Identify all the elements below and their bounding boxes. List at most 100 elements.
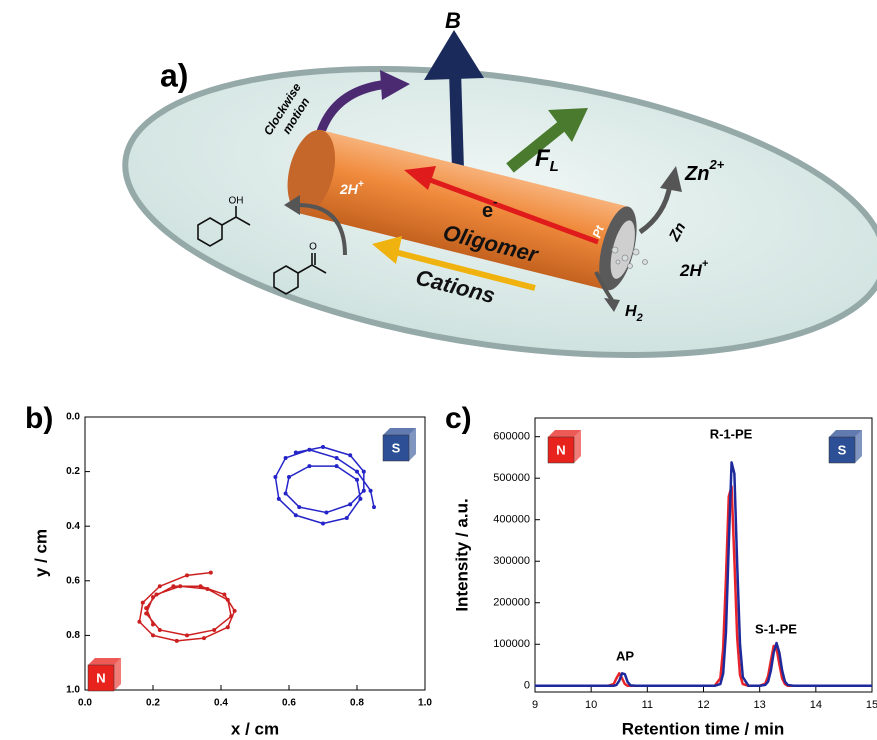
point — [178, 584, 183, 589]
point — [334, 464, 339, 469]
point — [293, 513, 298, 518]
rod-cap — [287, 129, 336, 215]
series-line — [535, 485, 872, 688]
force-label: FL — [535, 145, 559, 175]
magnet-label: S — [838, 442, 847, 457]
point — [174, 638, 179, 643]
point — [368, 488, 373, 493]
point — [137, 619, 142, 624]
magnet-top — [88, 658, 121, 665]
point — [348, 502, 353, 507]
arrow-head — [372, 236, 402, 264]
x-tick-label: 0.0 — [78, 698, 92, 709]
panel-label: b) — [25, 402, 53, 435]
point — [276, 496, 281, 501]
bond — [221, 206, 251, 226]
point — [185, 573, 189, 578]
magnet-side — [409, 428, 416, 461]
y-tick-label: 600000 — [493, 431, 530, 443]
proton-base: 2H — [339, 181, 359, 197]
point — [171, 584, 176, 589]
x-tick-label: 0.2 — [146, 698, 160, 709]
point — [307, 447, 312, 452]
h2-label: H2 — [625, 303, 643, 324]
point — [321, 445, 325, 450]
x-axis-title: Retention time / min — [622, 719, 784, 738]
point — [372, 505, 376, 510]
arrow-head — [424, 30, 484, 80]
y-tick-label: 0.2 — [66, 466, 80, 477]
y-tick-label: 1.0 — [66, 685, 80, 696]
y-tick-label: 0.0 — [66, 412, 80, 423]
x-tick-label: 0.8 — [350, 698, 364, 709]
y-tick-label: 200000 — [493, 597, 530, 609]
bubble — [611, 246, 619, 254]
magnet-label: N — [556, 442, 565, 457]
x-tick-label: 15 — [866, 699, 877, 711]
force-base: F — [535, 145, 551, 172]
x-axis-title: x / cm — [231, 719, 279, 738]
point — [144, 611, 149, 616]
point — [358, 496, 363, 501]
zn-ion-sup: 2+ — [708, 157, 724, 172]
point — [151, 622, 155, 627]
peak-label: R-1-PE — [710, 426, 753, 441]
y-axis-title: Intensity / a.u. — [452, 498, 471, 611]
point — [307, 464, 312, 469]
panel-label: c) — [445, 402, 472, 435]
point — [225, 625, 230, 630]
point — [283, 455, 288, 460]
peak-label: AP — [616, 648, 634, 663]
point — [140, 600, 145, 605]
magnet-front — [828, 436, 856, 464]
x-tick-label: 1.0 — [418, 698, 432, 709]
x-tick-label: 9 — [532, 699, 538, 711]
panel-a: a) Clockwise motion B FL e- Oligomer Pt … — [122, 8, 877, 359]
proton-label: 2H+ — [679, 258, 709, 281]
cation-arrow — [394, 249, 536, 291]
proton-base: 2H — [679, 261, 702, 280]
panel-label: a) — [160, 57, 188, 93]
electron-base: e — [482, 200, 493, 222]
magnet-side — [855, 430, 862, 463]
y-axis-title: y / cm — [31, 529, 50, 577]
point — [283, 491, 288, 496]
field-arrow — [449, 69, 464, 171]
x-tick-label: 0.6 — [282, 698, 296, 709]
magnet-label: S — [392, 440, 401, 455]
point — [225, 597, 230, 602]
point — [232, 608, 237, 613]
electron-label: e- — [482, 194, 497, 222]
electrode-face — [610, 220, 635, 279]
field-label: B — [445, 8, 461, 33]
plot-frame — [84, 416, 426, 691]
o-label: O — [309, 242, 317, 253]
oh-label: OH — [229, 196, 244, 207]
point — [273, 475, 278, 480]
magnet-front — [87, 664, 115, 692]
point — [287, 475, 291, 480]
magnet-front — [382, 434, 410, 462]
y-tick-label: 300000 — [493, 555, 530, 567]
x-tick-label: 11 — [642, 699, 653, 711]
point — [208, 570, 213, 575]
point — [212, 627, 217, 632]
proton-label: 2H+ — [339, 179, 364, 197]
magnet-side — [574, 430, 581, 463]
force-arrow — [506, 121, 566, 173]
proton-arrow — [297, 203, 347, 256]
proton-sup: + — [358, 179, 364, 190]
bubbles — [611, 246, 648, 269]
h2-arrow — [594, 271, 614, 302]
series-line — [535, 461, 872, 688]
point — [185, 633, 189, 638]
magnet-side — [114, 658, 121, 691]
bubble — [642, 259, 648, 265]
point — [361, 469, 366, 474]
point — [324, 510, 329, 515]
electron-arrow — [429, 177, 599, 245]
point — [229, 614, 234, 619]
y-tick-label: 500000 — [493, 472, 530, 484]
point — [151, 633, 155, 638]
x-tick-label: 0.4 — [214, 698, 228, 709]
